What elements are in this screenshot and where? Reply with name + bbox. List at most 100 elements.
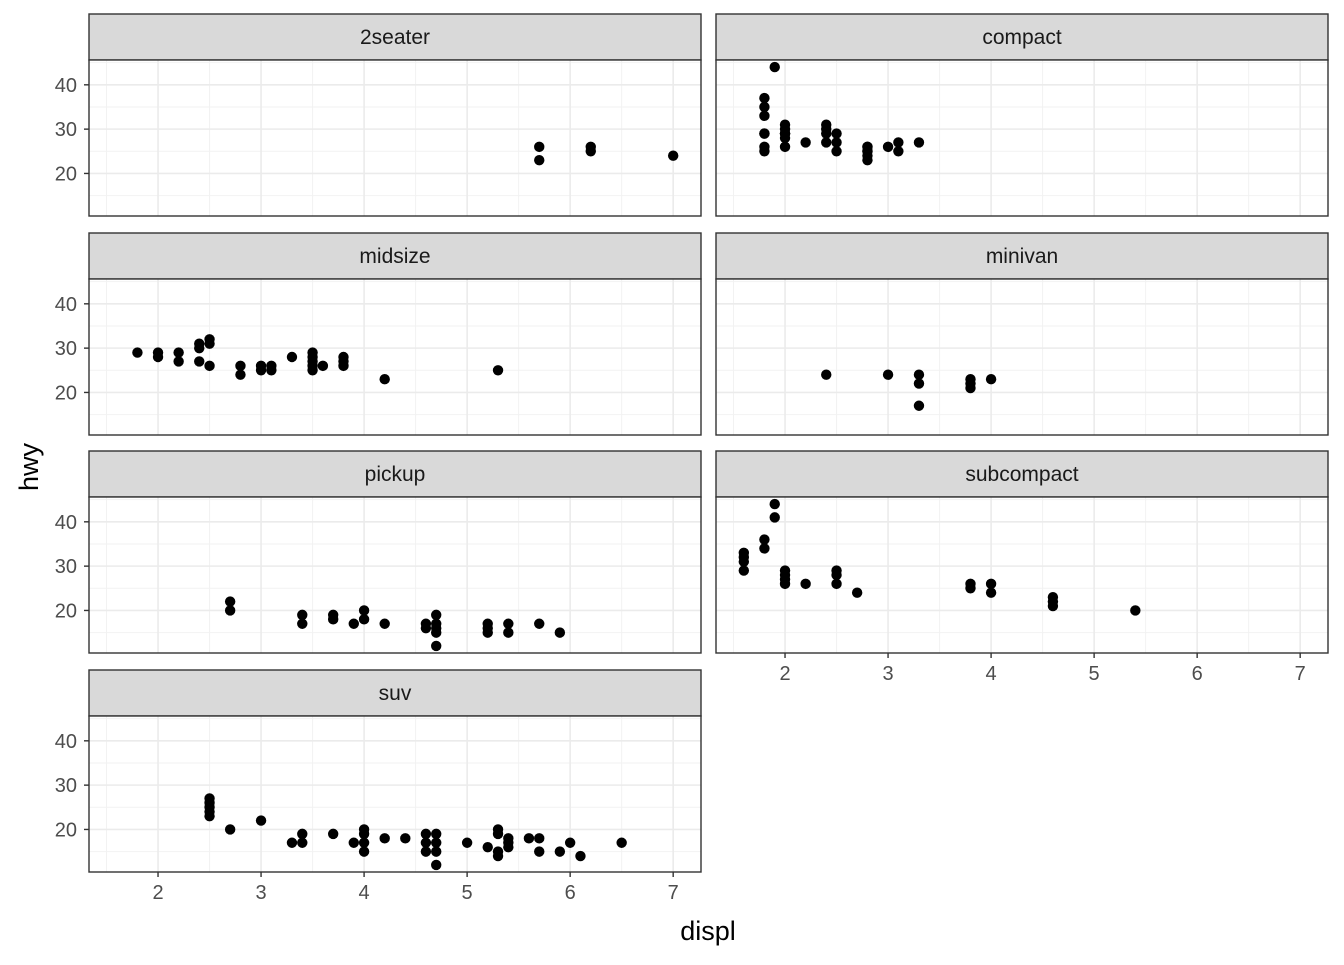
data-point (132, 347, 143, 358)
x-tick-label: 4 (359, 882, 370, 904)
data-point (534, 618, 545, 629)
data-point (358, 837, 370, 848)
data-point (616, 837, 627, 848)
facet-subcompact: subcompact 2 3 4 5 6 7 (715, 450, 1329, 685)
data-point (297, 828, 308, 840)
data-point (831, 569, 842, 581)
y-tick-label: 20 (55, 382, 77, 404)
data-point (738, 556, 750, 567)
x-tick-label: 2 (152, 882, 163, 904)
panel-border (715, 59, 1329, 217)
panel-background (89, 716, 701, 872)
data-point (266, 365, 277, 376)
data-point (255, 815, 267, 826)
panel-background (716, 60, 1328, 216)
data-point (204, 360, 215, 372)
data-point (338, 360, 349, 372)
data-point (534, 833, 545, 844)
x-tick-label: 6 (565, 882, 576, 904)
data-point (738, 565, 750, 576)
data-point (152, 351, 164, 363)
data-point (503, 618, 514, 629)
data-point (769, 61, 780, 73)
data-point (534, 154, 545, 166)
data-point (431, 837, 442, 848)
data-point (482, 627, 493, 638)
data-point (503, 627, 514, 638)
data-point (348, 618, 359, 629)
data-point (523, 833, 535, 844)
data-point (482, 841, 493, 853)
panel-background (89, 279, 701, 435)
facet-suv: suv 20 30 40 2 3 4 5 6 7 (55, 669, 702, 904)
panel-background (89, 60, 701, 216)
data-point (194, 342, 205, 354)
data-point (204, 810, 215, 822)
data-point (297, 609, 308, 621)
data-point (358, 846, 370, 857)
data-point (534, 846, 545, 857)
data-point (779, 128, 791, 139)
data-point (882, 141, 894, 153)
data-point (821, 128, 832, 139)
data-point (985, 373, 997, 385)
data-point (420, 846, 432, 857)
panel-border (88, 715, 702, 873)
data-point (821, 369, 832, 380)
facet-strip-label: subcompact (965, 463, 1078, 486)
data-point (297, 837, 308, 848)
facet-strip-label: 2seater (360, 26, 430, 49)
data-point (759, 128, 770, 139)
data-point (1047, 600, 1059, 612)
data-point (297, 618, 308, 629)
facet-strip (715, 232, 1329, 280)
data-point (585, 146, 596, 157)
y-tick-label: 40 (55, 75, 77, 97)
data-point (554, 627, 566, 638)
data-point (431, 640, 442, 652)
data-point (317, 360, 329, 372)
data-point (769, 512, 780, 523)
x-tick-label: 4 (986, 663, 997, 685)
data-point (985, 578, 997, 590)
data-point (821, 119, 832, 130)
panel-background (716, 497, 1328, 653)
x-tick-label: 5 (462, 882, 473, 904)
data-point (348, 837, 359, 848)
data-point (893, 137, 904, 148)
data-point (913, 378, 925, 389)
data-point (913, 369, 925, 380)
facet-strip (88, 13, 702, 61)
data-point (759, 146, 770, 157)
data-point (564, 837, 576, 848)
x-tick-label: 7 (668, 882, 679, 904)
data-point (769, 498, 780, 510)
facet-strip-label: pickup (365, 463, 426, 486)
data-point (759, 534, 770, 545)
facet-midsize: midsize 20 30 40 (55, 232, 702, 436)
data-point (779, 141, 791, 153)
data-point (985, 587, 997, 598)
data-point (759, 110, 770, 122)
data-point (379, 373, 390, 385)
facet-strip (88, 232, 702, 280)
data-point (431, 627, 442, 638)
data-point (255, 365, 267, 376)
y-tick-label: 40 (55, 512, 77, 534)
y-tick-label: 30 (55, 338, 77, 360)
data-point (431, 828, 442, 840)
data-point (492, 365, 504, 376)
panel-border (715, 278, 1329, 436)
data-point (173, 356, 184, 367)
y-tick-label: 30 (55, 775, 77, 797)
x-axis-title: displ (680, 916, 736, 946)
data-point (224, 605, 236, 616)
data-point (779, 578, 791, 590)
data-point (431, 846, 442, 857)
facet-minivan: minivan (715, 232, 1329, 436)
x-tick-label: 3 (882, 663, 893, 685)
y-tick-label: 40 (55, 294, 77, 316)
y-tick-label: 30 (55, 556, 77, 578)
panel-border (88, 496, 702, 654)
